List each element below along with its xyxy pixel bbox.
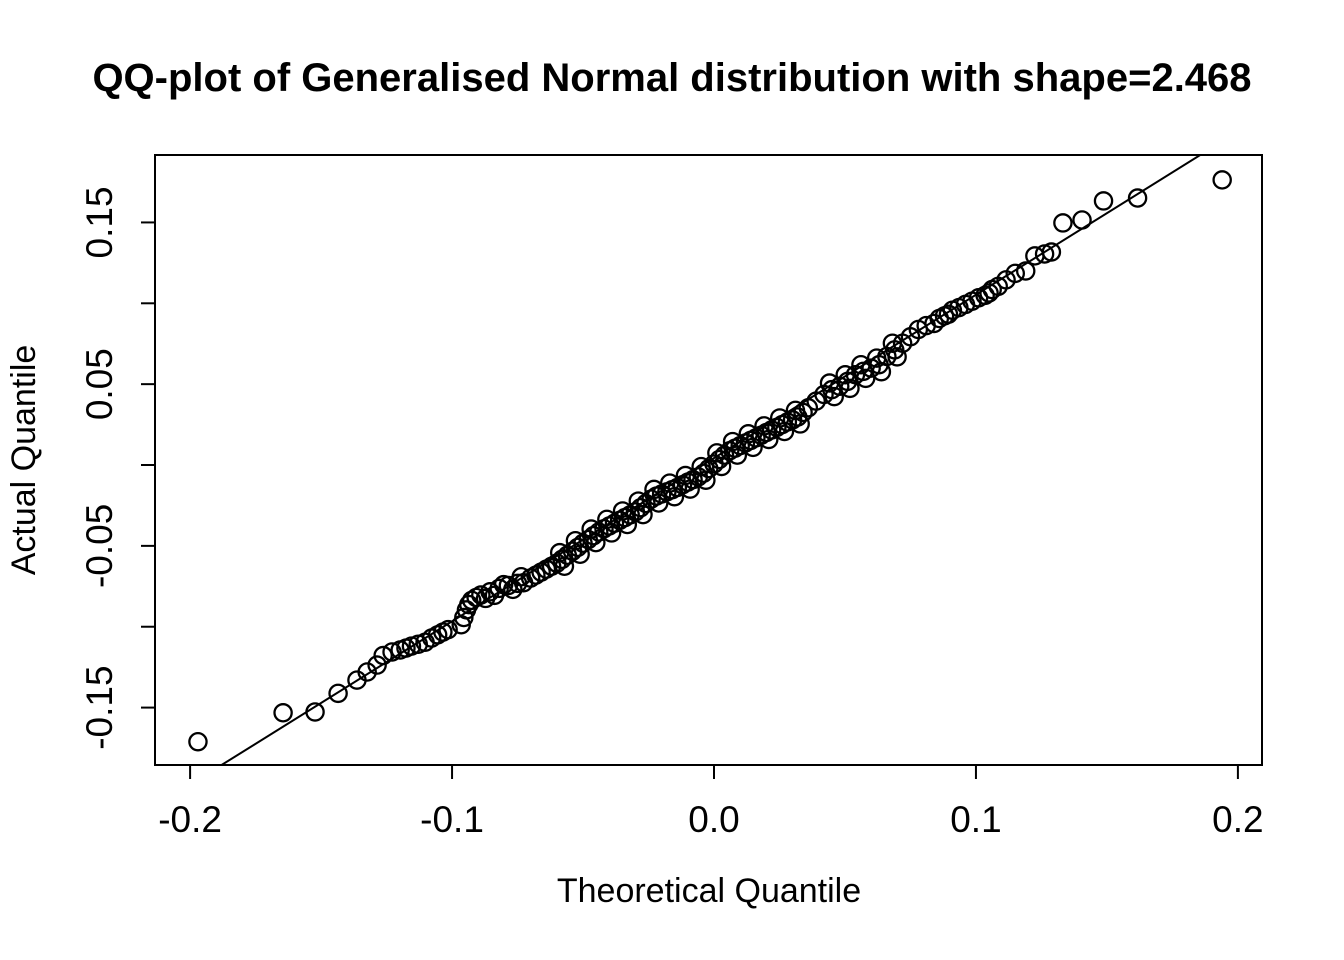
y-axis-tick-label: -0.15 bbox=[79, 665, 120, 749]
data-point bbox=[633, 504, 653, 525]
data-point bbox=[570, 544, 590, 565]
y-axis-tick-label: -0.05 bbox=[79, 504, 120, 588]
x-axis-title: Theoretical Quantile bbox=[556, 872, 862, 910]
x-axis-tick-label: -0.1 bbox=[420, 799, 484, 840]
x-axis-tick-label: 0.1 bbox=[950, 799, 1001, 840]
x-axis-tick-label: -0.2 bbox=[158, 799, 222, 840]
data-point bbox=[188, 731, 208, 752]
data-point bbox=[1212, 170, 1232, 190]
reference-line bbox=[221, 155, 1203, 765]
data-point bbox=[489, 578, 509, 599]
data-point bbox=[554, 556, 575, 576]
y-axis-tick-label: 0.05 bbox=[79, 348, 120, 420]
chart-title: QQ-plot of Generalised Normal distributi… bbox=[92, 56, 1252, 100]
data-point bbox=[824, 386, 844, 407]
plot-border bbox=[154, 154, 1263, 766]
data-point bbox=[1053, 213, 1073, 233]
x-axis-tick-label: 0.2 bbox=[1212, 799, 1263, 840]
data-point bbox=[696, 470, 716, 490]
data-point bbox=[273, 703, 293, 723]
data-point bbox=[328, 683, 348, 704]
data-point bbox=[711, 456, 732, 477]
data-point bbox=[1093, 191, 1114, 211]
data-point bbox=[373, 645, 393, 666]
data-point bbox=[938, 304, 959, 325]
data-point bbox=[1005, 263, 1025, 284]
data-point bbox=[1015, 261, 1036, 281]
data-point bbox=[887, 347, 907, 367]
y-axis-tick-label: 0.15 bbox=[79, 186, 120, 258]
data-point bbox=[438, 619, 458, 640]
data-point bbox=[382, 642, 402, 662]
data-point bbox=[840, 378, 860, 399]
data-point bbox=[367, 655, 387, 675]
data-point bbox=[357, 662, 377, 682]
data-point bbox=[793, 402, 813, 423]
data-point bbox=[1127, 188, 1148, 208]
x-axis-tick-label: 0.0 bbox=[688, 799, 739, 840]
data-point bbox=[790, 414, 810, 434]
data-point bbox=[305, 702, 325, 722]
data-point bbox=[1072, 210, 1092, 230]
data-point bbox=[1041, 242, 1062, 262]
data-point bbox=[471, 585, 491, 605]
